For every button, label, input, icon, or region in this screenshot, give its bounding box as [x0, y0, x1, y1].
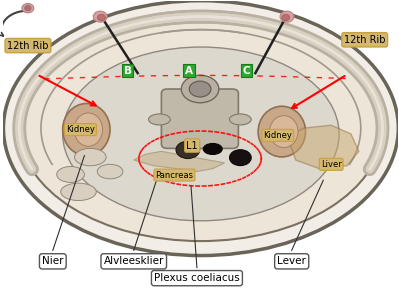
Ellipse shape: [57, 166, 85, 182]
Text: 12th Rib: 12th Rib: [7, 40, 49, 51]
Circle shape: [176, 141, 200, 159]
Ellipse shape: [93, 11, 107, 22]
Text: Nier: Nier: [42, 256, 63, 266]
Ellipse shape: [61, 183, 96, 200]
Polygon shape: [134, 151, 225, 172]
Text: Kidney: Kidney: [263, 131, 292, 140]
Ellipse shape: [63, 104, 110, 156]
Ellipse shape: [270, 116, 298, 148]
Ellipse shape: [22, 3, 34, 13]
Ellipse shape: [4, 1, 398, 255]
Ellipse shape: [75, 148, 106, 166]
Text: Lever: Lever: [277, 256, 306, 266]
Text: A: A: [185, 66, 193, 76]
Ellipse shape: [19, 15, 383, 241]
FancyBboxPatch shape: [161, 89, 238, 148]
Text: Alvleesklier: Alvleesklier: [104, 256, 164, 266]
Ellipse shape: [74, 113, 103, 146]
Text: C: C: [243, 66, 250, 76]
Ellipse shape: [229, 150, 251, 166]
Ellipse shape: [229, 114, 251, 125]
Text: L1: L1: [186, 141, 198, 150]
Text: Kidney: Kidney: [66, 125, 95, 134]
Ellipse shape: [97, 164, 123, 179]
Ellipse shape: [203, 143, 222, 155]
Text: Plexus coeliacus: Plexus coeliacus: [154, 273, 240, 283]
Ellipse shape: [181, 75, 219, 103]
Ellipse shape: [97, 14, 105, 21]
Text: Pancreas: Pancreas: [156, 171, 194, 180]
Ellipse shape: [258, 106, 306, 157]
Polygon shape: [288, 125, 359, 169]
Text: 12th Rib: 12th Rib: [344, 35, 385, 45]
Ellipse shape: [63, 47, 339, 221]
Text: B: B: [124, 66, 132, 76]
Ellipse shape: [189, 81, 211, 97]
Text: Liver: Liver: [321, 160, 342, 169]
Ellipse shape: [25, 6, 31, 11]
Ellipse shape: [148, 114, 170, 125]
Ellipse shape: [280, 11, 294, 22]
Ellipse shape: [282, 14, 290, 21]
